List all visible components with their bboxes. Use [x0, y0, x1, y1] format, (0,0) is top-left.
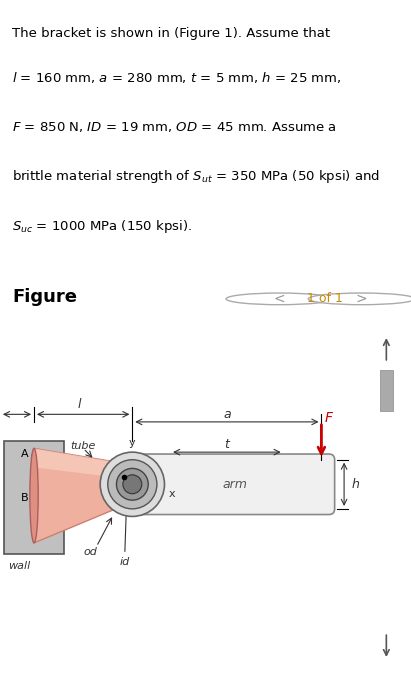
Text: <: <: [274, 292, 285, 306]
Text: arm: arm: [222, 477, 247, 491]
Text: A: A: [21, 449, 28, 459]
Text: Figure: Figure: [12, 287, 77, 305]
Text: x: x: [169, 489, 175, 499]
Text: $F$ = 850 N, $ID$ = 19 mm, $OD$ = 45 mm. Assume a: $F$ = 850 N, $ID$ = 19 mm, $OD$ = 45 mm.…: [12, 120, 337, 134]
Text: The bracket is shown in (Figure 1). Assume that: The bracket is shown in (Figure 1). Assu…: [12, 27, 330, 39]
Text: t: t: [224, 438, 229, 451]
Ellipse shape: [30, 448, 38, 543]
Polygon shape: [34, 448, 125, 479]
Text: >: >: [356, 292, 367, 306]
Circle shape: [100, 452, 164, 516]
Text: a: a: [223, 408, 231, 421]
Circle shape: [108, 460, 157, 509]
Text: tube: tube: [70, 442, 95, 451]
Text: 1 of 1: 1 of 1: [307, 292, 343, 305]
Circle shape: [226, 293, 333, 305]
Polygon shape: [34, 448, 125, 543]
Text: B: B: [21, 493, 28, 502]
Circle shape: [123, 475, 142, 494]
Circle shape: [116, 468, 148, 500]
Text: y: y: [129, 437, 136, 448]
Text: brittle material strength of $S_{ut}$ = 350 MPa (50 kpsi) and: brittle material strength of $S_{ut}$ = …: [12, 169, 380, 185]
Text: h: h: [351, 477, 359, 491]
Text: $S_{uc}$ = 1000 MPa (150 kpsi).: $S_{uc}$ = 1000 MPa (150 kpsi).: [12, 218, 192, 235]
FancyBboxPatch shape: [380, 370, 393, 411]
Circle shape: [308, 293, 411, 305]
Text: wall: wall: [8, 560, 30, 571]
Text: od: od: [84, 547, 98, 558]
FancyBboxPatch shape: [127, 454, 335, 515]
FancyBboxPatch shape: [4, 441, 64, 554]
Text: $l$ = 160 mm, $a$ = 280 mm, $t$ = 5 mm, $h$ = 25 mm,: $l$ = 160 mm, $a$ = 280 mm, $t$ = 5 mm, …: [12, 70, 342, 85]
Text: l: l: [78, 399, 81, 411]
Text: $F$: $F$: [324, 411, 334, 425]
Text: id: id: [120, 557, 130, 567]
Text: z: z: [109, 466, 115, 476]
